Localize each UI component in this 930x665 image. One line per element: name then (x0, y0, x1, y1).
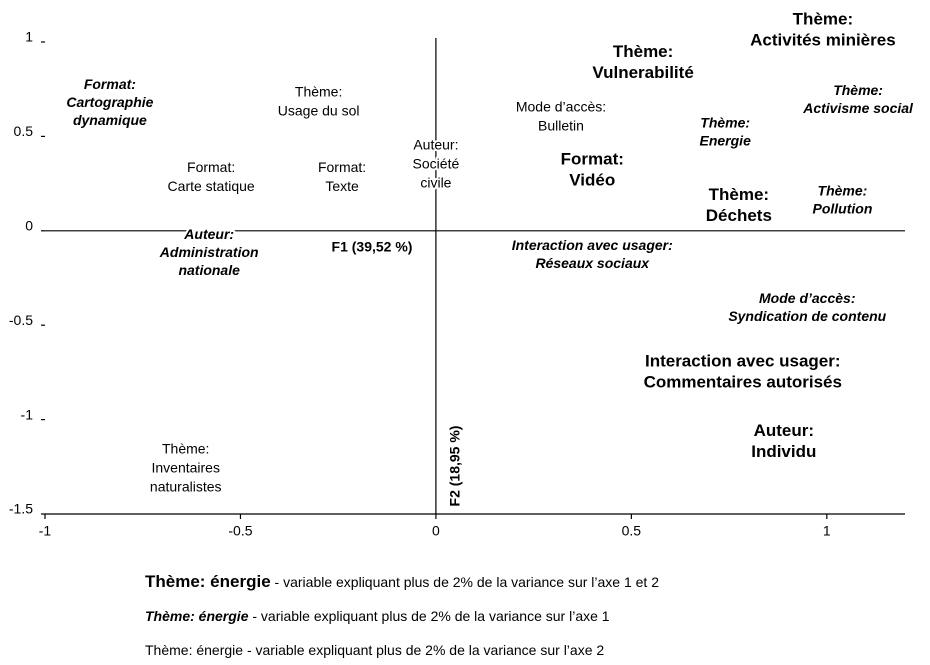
label-line: Mode d’accès: (759, 290, 855, 306)
label-line: naturalistes (150, 478, 222, 494)
point-label: Thème: Déchets (704, 183, 774, 227)
label-line: Pollution (813, 200, 873, 216)
x-tick-label: 1 (823, 523, 831, 539)
x-tick-label: 0 (432, 523, 440, 539)
label-line: Inventaires (151, 459, 219, 475)
y-axis-label: F2 (18,95 %) (447, 426, 463, 507)
label-line: Auteur: (754, 421, 814, 440)
point-label: Thème: Activités minières (748, 8, 898, 52)
legend-sample: Thème: énergie (145, 608, 249, 624)
label-line: Thème: (162, 440, 209, 456)
legend-sample: Thème: énergie (145, 642, 243, 658)
legend-sample: Thème: énergie (145, 572, 271, 591)
label-line: Mode d’accès: (516, 99, 606, 115)
point-label: Auteur: Administration nationale (157, 224, 261, 280)
point-label: Thème: Activisme social (800, 80, 916, 118)
point-label: Interaction avec usager: Commentaires aut… (642, 349, 844, 393)
point-label: Interaction avec usager: Réseaux sociaux (510, 235, 675, 273)
label-line: Société (413, 155, 460, 171)
label-line: Thème: (295, 84, 342, 100)
label-line: Thème: (709, 185, 769, 204)
x-tick-label: -1 (39, 523, 52, 539)
label-line: civile (420, 174, 451, 190)
legend-text: - variable expliquant plus de 2% de la v… (271, 574, 660, 590)
label-line: Format: (561, 149, 624, 168)
point-label: Format: Carte statique (166, 157, 257, 196)
label-line: Activités minières (750, 31, 896, 50)
y-tick-label: -1.5 (9, 501, 33, 517)
point-label: Thème: Inventaires naturalistes (148, 438, 224, 496)
label-line: Interaction avec usager: (645, 351, 841, 370)
label-line: Energie (700, 132, 752, 148)
label-line: Thème: (833, 82, 883, 98)
label-line: Format: (187, 159, 235, 175)
point-label: Format: Texte (316, 157, 368, 196)
y-tick-label: 1 (25, 29, 33, 45)
legend-text: - variable expliquant plus de 2% de la v… (248, 608, 609, 624)
point-label: Auteur: Société civile (411, 134, 462, 192)
label-line: Vulnerabilité (592, 63, 693, 82)
point-label: Thème: Pollution (811, 180, 875, 218)
label-line: Thème: (793, 10, 853, 29)
y-tick-label: 0 (25, 218, 33, 234)
point-label: Format: Vidéo (559, 147, 626, 191)
label-line: Activisme social (802, 100, 914, 116)
label-line: dynamique (73, 112, 147, 128)
label-line: Bulletin (538, 118, 584, 134)
label-line: Auteur: (183, 226, 234, 242)
legend-entry: Thème: énergie - variable expliquant plu… (145, 642, 604, 658)
point-label: Thème: Vulnerabilité (590, 40, 695, 84)
point-label: Thème: Energie (698, 112, 754, 150)
label-line: Interaction avec usager: (512, 237, 673, 253)
point-label: Mode d’accès: Bulletin (514, 97, 608, 136)
label-line: Format: (318, 159, 366, 175)
legend-text: - variable expliquant plus de 2% de la v… (243, 642, 604, 658)
legend-entry: Thème: énergie - variable expliquant plu… (145, 572, 659, 591)
point-label: Thème: Usage du sol (276, 82, 362, 121)
label-line: Usage du sol (278, 103, 360, 119)
x-axis-label: F1 (39,52 %) (332, 239, 413, 255)
label-line: Cartographie (66, 94, 153, 110)
point-label: Mode d’accès: Syndication de contenu (726, 288, 888, 326)
point-label: Auteur: Individu (749, 419, 818, 463)
label-line: Déchets (706, 206, 772, 225)
label-line: Syndication de contenu (728, 308, 886, 324)
x-tick-label: 0.5 (622, 523, 642, 539)
y-tick-label: -0.5 (9, 312, 33, 328)
label-line: Auteur: (413, 136, 458, 152)
label-line: Thème: (613, 42, 673, 61)
x-tick-label: -0.5 (228, 523, 252, 539)
label-line: Thème: (700, 114, 750, 130)
y-tick-label: 0.5 (14, 123, 34, 139)
label-line: Texte (325, 178, 359, 194)
label-line: Individu (751, 442, 816, 461)
label-line: nationale (178, 262, 240, 278)
label-line: Administration (159, 244, 259, 260)
label-line: Carte statique (168, 178, 255, 194)
label-line: Thème: (818, 182, 868, 198)
y-tick-label: -1 (21, 406, 34, 422)
label-line: Vidéo (569, 170, 615, 189)
label-line: Commentaires autorisés (644, 372, 842, 391)
label-line: Format: (84, 76, 136, 92)
legend-entry: Thème: énergie - variable expliquant plu… (145, 608, 610, 624)
point-label: Format: Cartographie dynamique (64, 74, 155, 130)
label-line: Réseaux sociaux (535, 255, 650, 271)
